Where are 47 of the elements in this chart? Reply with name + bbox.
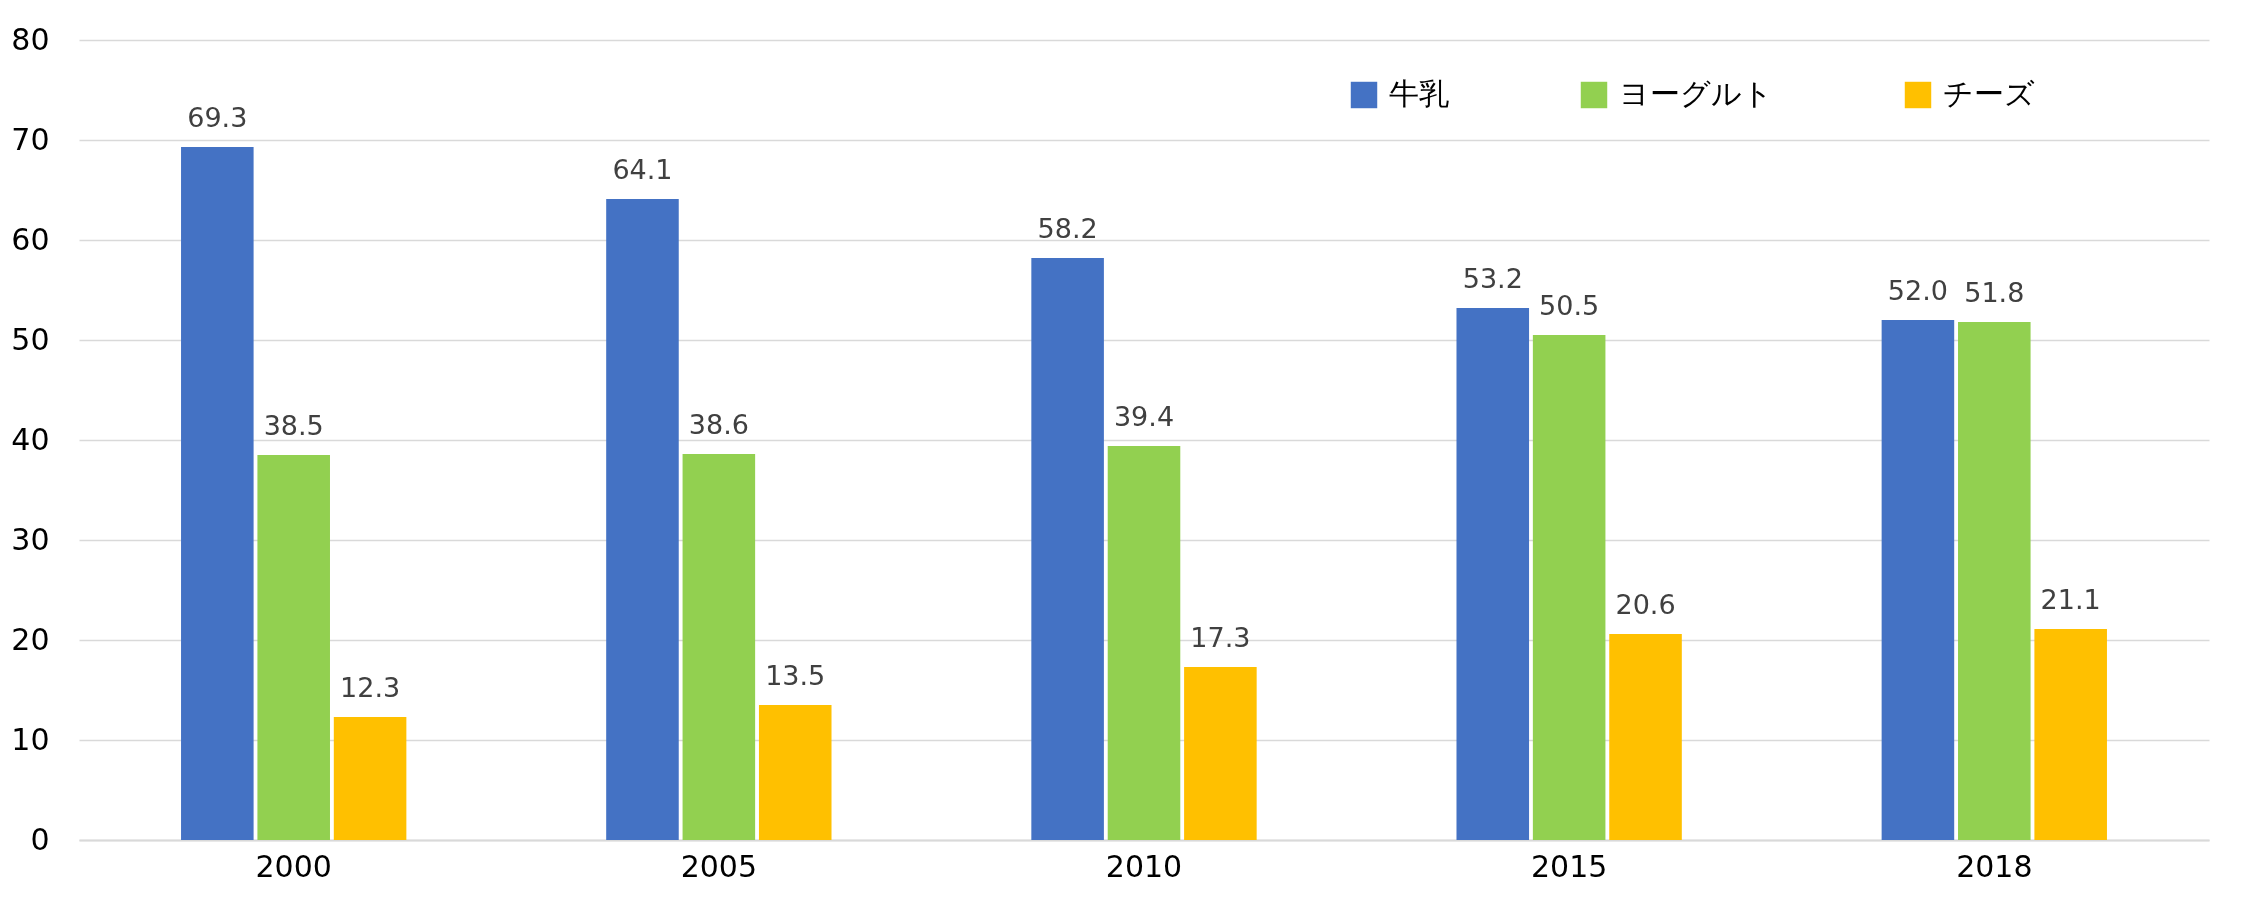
bar	[1532, 335, 1606, 840]
bar	[1881, 320, 1955, 840]
data-label: 52.0	[1887, 275, 1948, 306]
y-tick-label: 50	[11, 321, 50, 357]
x-tick-label: 2018	[1956, 848, 2033, 884]
bar	[1107, 446, 1181, 840]
bar	[606, 199, 679, 840]
data-label: 39.4	[1113, 401, 1175, 432]
bar	[1184, 667, 1257, 840]
legend-label: 牛乳	[1389, 76, 1449, 111]
bar	[682, 454, 756, 840]
data-label: 21.1	[2040, 584, 2101, 615]
y-tick-label: 20	[11, 621, 50, 657]
y-tick-label: 30	[11, 521, 50, 557]
bar	[1609, 634, 1682, 840]
y-tick-label: 70	[11, 121, 50, 157]
y-tick-label: 0	[30, 821, 50, 857]
data-label: 51.8	[1964, 277, 2025, 308]
bar	[257, 455, 330, 840]
x-tick-label: 2015	[1530, 848, 1608, 884]
bar	[181, 147, 254, 840]
data-label: 69.3	[187, 102, 248, 133]
x-tick-label: 2000	[255, 848, 332, 884]
data-label: 38.6	[688, 409, 749, 440]
bar	[1456, 308, 1530, 840]
y-tick-label: 10	[11, 721, 50, 757]
bar	[333, 717, 407, 840]
data-label: 64.1	[612, 154, 673, 185]
data-label: 50.5	[1539, 290, 1600, 321]
data-label: 20.6	[1615, 589, 1676, 620]
x-tick-label: 2010	[1105, 848, 1183, 884]
data-label: 12.3	[340, 672, 401, 703]
data-label: 13.5	[765, 660, 826, 691]
bar	[1958, 322, 2031, 840]
y-tick-label: 40	[11, 421, 50, 457]
x-tick-label: 2005	[680, 848, 758, 884]
legend-label: ヨーグルト	[1619, 76, 1773, 111]
data-label: 17.3	[1190, 622, 1251, 653]
legend-label: チーズ	[1943, 76, 2035, 111]
y-tick-label: 80	[11, 21, 50, 57]
y-tick-label: 60	[11, 221, 50, 257]
data-label: 58.2	[1037, 213, 1098, 244]
data-label: 38.5	[263, 410, 324, 441]
bar	[1031, 258, 1104, 840]
data-label: 53.2	[1462, 263, 1523, 294]
bar	[758, 705, 832, 840]
bar	[2034, 629, 2107, 840]
